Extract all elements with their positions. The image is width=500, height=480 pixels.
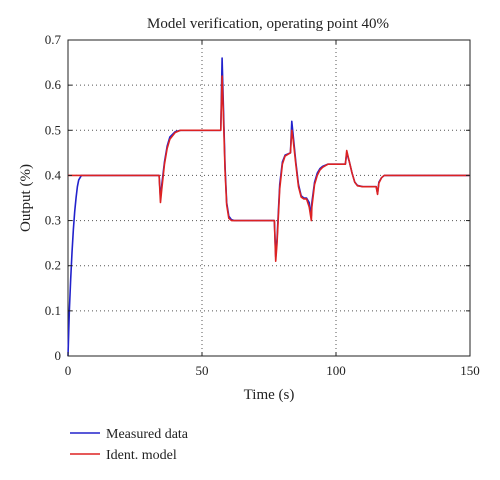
y-tick-label: 0.2	[45, 258, 61, 273]
y-tick-label: 0.3	[45, 213, 61, 228]
x-tick-label: 100	[326, 363, 346, 378]
chart-title: Model verification, operating point 40%	[147, 16, 389, 32]
y-tick-label: 0.7	[45, 32, 62, 47]
plot-area-frame	[67, 39, 471, 357]
grid	[68, 40, 470, 356]
y-tick-label: 0	[55, 348, 62, 363]
ticks: 0 50 100 150 0 0.1 0.2 0.3 0.4 0.5 0.6 0.7	[45, 32, 480, 378]
x-tick-label: 150	[460, 363, 480, 378]
y-axis-label: Output (%)	[18, 164, 34, 232]
legend-label-1: Measured data	[106, 427, 189, 442]
x-axis-label: Time (s)	[244, 387, 295, 403]
legend: Measured data Ident. model	[70, 427, 189, 463]
legend-label-2: Ident. model	[106, 448, 177, 463]
x-tick-label: 50	[196, 363, 209, 378]
y-tick-label: 0.6	[45, 77, 62, 92]
x-tick-label: 0	[65, 363, 72, 378]
y-tick-label: 0.5	[45, 122, 61, 137]
series-line-2	[68, 75, 470, 262]
y-tick-label: 0.1	[45, 303, 61, 318]
series-layer	[67, 57, 470, 357]
y-tick-label: 0.4	[45, 167, 62, 182]
